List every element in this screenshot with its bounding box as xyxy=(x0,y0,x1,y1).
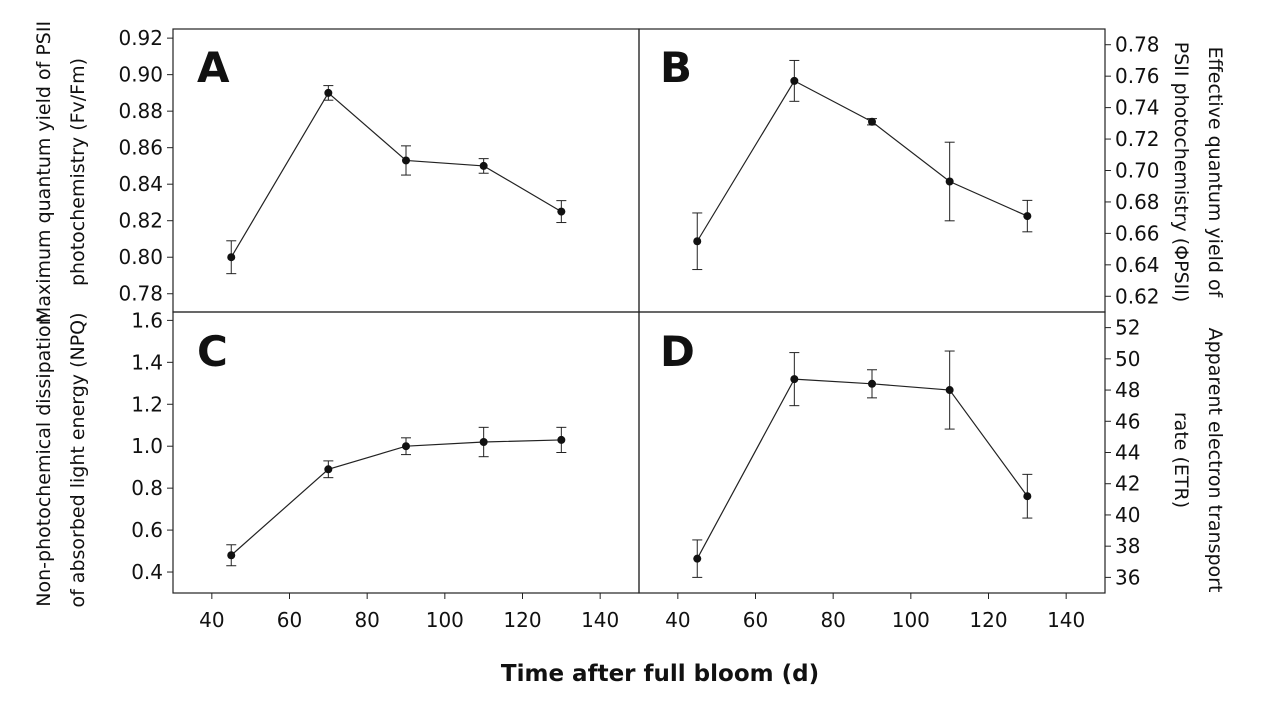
panel-c-data-point xyxy=(227,551,235,559)
panel-c-xtick-label: 60 xyxy=(277,608,302,632)
panel-c-xtick-label: 40 xyxy=(199,608,224,632)
panel-c-ytick-label: 1.6 xyxy=(131,308,163,332)
panel-d-frame xyxy=(639,312,1105,593)
panel-d-ytick-label: 44 xyxy=(1115,441,1140,465)
panel-a-ytick-label: 0.92 xyxy=(118,26,163,50)
panel-d-xtick-label: 40 xyxy=(665,608,690,632)
panel-d-ytick-label: 38 xyxy=(1115,534,1140,558)
panel-a-ylabel-line1: Maximum quantum yield of PSII xyxy=(33,21,55,323)
panel-c-ytick-label: 0.8 xyxy=(131,476,163,500)
panel-b-ylabel-line1: Effective quantum yield of xyxy=(1204,47,1226,299)
panel-d-xtick-label: 120 xyxy=(969,608,1007,632)
panel-d-ytick-label: 42 xyxy=(1115,472,1140,496)
panel-b-ylabel-line2: PSII photochemistry (ΦPSII) xyxy=(1170,42,1192,302)
panel-c-letter: C xyxy=(197,327,228,376)
panel-d-ytick-label: 48 xyxy=(1115,378,1140,402)
panel-d-xtick-label: 60 xyxy=(743,608,768,632)
panel-c-series-line xyxy=(231,440,561,555)
panel-b-data-point xyxy=(868,118,876,126)
panel-c-data-point xyxy=(402,442,410,450)
panel-d-data-point xyxy=(946,386,954,394)
panel-a-ylabel-line2: photochemistry (Fv/Fm) xyxy=(67,58,89,286)
panel-d-ytick-label: 40 xyxy=(1115,503,1140,527)
panel-b-series-line xyxy=(697,81,1027,241)
panel-c-xtick-label: 120 xyxy=(503,608,541,632)
panel-c-ytick-label: 0.6 xyxy=(131,518,163,542)
panel-c-ytick-label: 0.4 xyxy=(131,560,163,584)
panel-a-ytick-label: 0.90 xyxy=(118,63,163,87)
panel-d-data-point xyxy=(868,380,876,388)
panel-d-data-point xyxy=(790,375,798,383)
panel-a-data-point xyxy=(557,208,565,216)
panel-b-letter: B xyxy=(660,43,692,92)
panel-d-data-point xyxy=(693,555,701,563)
panel-b-ytick-label: 0.76 xyxy=(1115,64,1160,88)
panel-b-ytick-label: 0.70 xyxy=(1115,159,1160,183)
panel-c-ylabel-line2: of absorbed light energy (NPQ) xyxy=(67,312,89,607)
panel-a-data-point xyxy=(480,162,488,170)
panel-b-ytick-label: 0.64 xyxy=(1115,253,1160,277)
panel-b-ytick-label: 0.66 xyxy=(1115,221,1160,245)
panel-d-xtick-label: 140 xyxy=(1047,608,1085,632)
panel-a-ytick-label: 0.78 xyxy=(118,282,163,306)
panel-b-ytick-label: 0.74 xyxy=(1115,96,1160,120)
panel-c-data-point xyxy=(480,438,488,446)
panel-a-ytick-label: 0.80 xyxy=(118,245,163,269)
panel-a-series-line xyxy=(231,93,561,257)
panel-b-data-point xyxy=(693,237,701,245)
panel-c-data-point xyxy=(324,465,332,473)
panel-b-ytick-label: 0.72 xyxy=(1115,127,1160,151)
panel-b-frame xyxy=(639,29,1105,312)
panel-c-data-point xyxy=(557,436,565,444)
panel-d-ylabel-line1: Apparent electron transport xyxy=(1204,328,1226,593)
panel-c-xtick-label: 140 xyxy=(581,608,619,632)
panel-b-data-point xyxy=(1023,212,1031,220)
panel-d-series-line xyxy=(697,379,1027,559)
panel-c-ytick-label: 1.0 xyxy=(131,434,163,458)
panel-a-letter: A xyxy=(197,43,230,92)
panel-c-ytick-label: 1.4 xyxy=(131,350,163,374)
panel-b-ytick-label: 0.62 xyxy=(1115,284,1160,308)
panel-c-ytick-label: 1.2 xyxy=(131,392,163,416)
panel-b-ytick-label: 0.78 xyxy=(1115,33,1160,57)
panel-d-ytick-label: 36 xyxy=(1115,565,1140,589)
x-axis-title: Time after full bloom (d) xyxy=(501,661,819,687)
panel-b-ytick-label: 0.68 xyxy=(1115,190,1160,214)
panel-d-ylabel-line2: rate (ETR) xyxy=(1170,412,1192,508)
panel-a-ytick-label: 0.82 xyxy=(118,209,163,233)
panel-a-ytick-label: 0.84 xyxy=(118,172,163,196)
panel-a-ytick-label: 0.88 xyxy=(118,99,163,123)
panel-c-xtick-label: 80 xyxy=(354,608,379,632)
panel-d-ytick-label: 46 xyxy=(1115,409,1140,433)
panel-a-ytick-label: 0.86 xyxy=(118,136,163,160)
panel-a-data-point xyxy=(324,89,332,97)
panel-c-xtick-label: 100 xyxy=(426,608,464,632)
panel-d-ytick-label: 50 xyxy=(1115,347,1140,371)
panel-d-letter: D xyxy=(660,327,695,376)
panel-c-ylabel-line1: Non-photochemical dissipation xyxy=(33,313,55,606)
panel-a-data-point xyxy=(227,253,235,261)
panel-b-data-point xyxy=(790,77,798,85)
panel-a-data-point xyxy=(402,156,410,164)
panel-b-data-point xyxy=(946,178,954,186)
panel-d-xtick-label: 80 xyxy=(820,608,845,632)
panel-d-ytick-label: 52 xyxy=(1115,316,1140,340)
panel-d-data-point xyxy=(1023,492,1031,500)
panel-d-xtick-label: 100 xyxy=(892,608,930,632)
